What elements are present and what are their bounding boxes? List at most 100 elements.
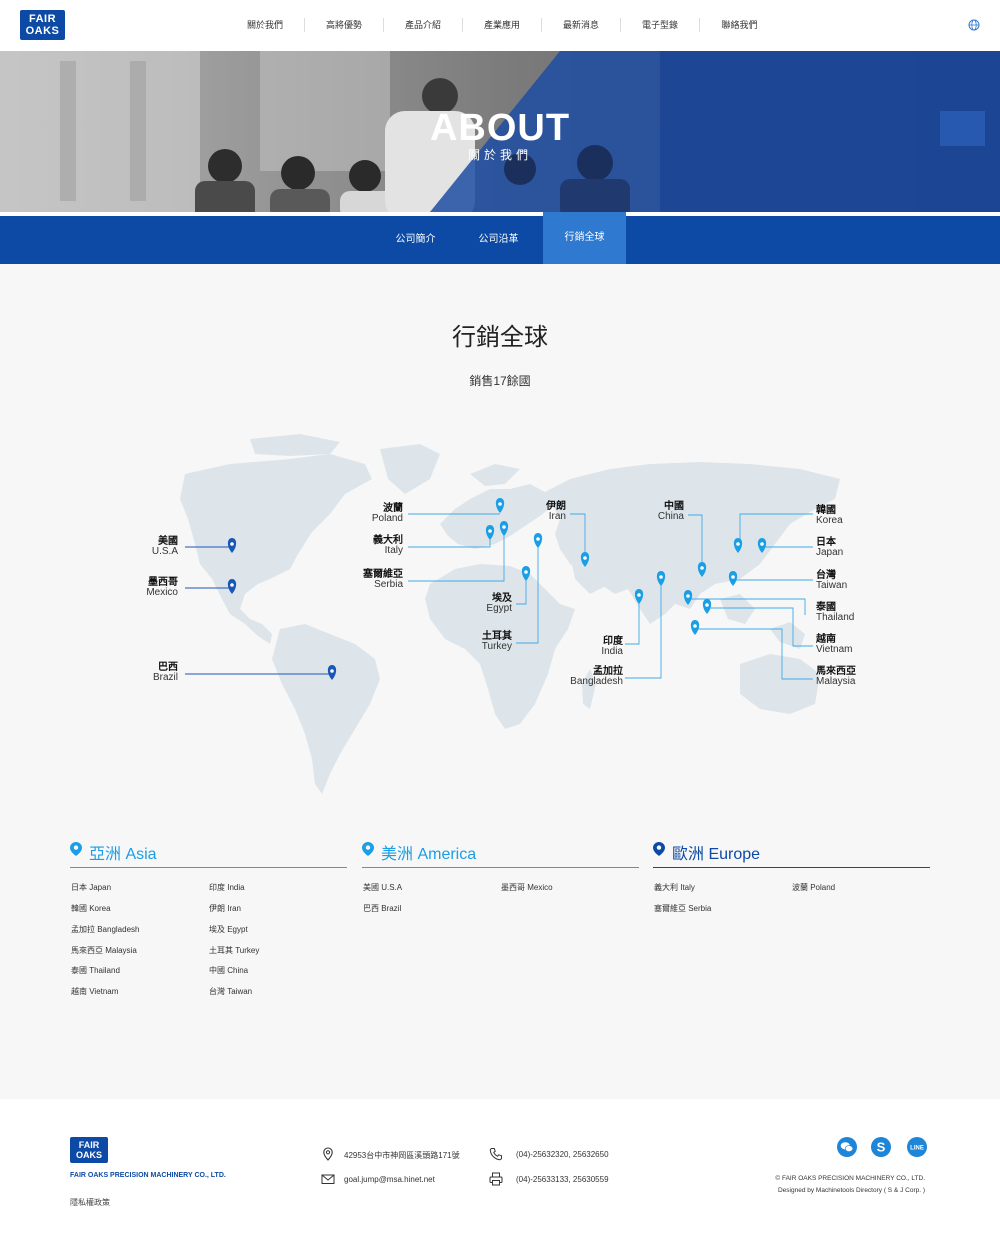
- map-pin-dot: [637, 593, 641, 597]
- nav-contact[interactable]: 聯絡我們: [721, 20, 758, 30]
- skype-icon[interactable]: S: [871, 1137, 891, 1157]
- map-pin-dot: [502, 525, 506, 529]
- section-subtitle: 銷售17餘國: [469, 374, 531, 388]
- designer-credit: Designed by Machinetools Directory ( S &…: [777, 1187, 925, 1194]
- footer-logo[interactable]: FAIR OAKS: [70, 1137, 108, 1163]
- location-pin-icon: [70, 842, 82, 856]
- location-pin-icon: [362, 842, 374, 856]
- map-pin-dot: [686, 594, 690, 598]
- continents: [180, 434, 840, 794]
- region-america: 美洲 America 美國 U.S.A 巴西 Brazil 墨西哥 Mexico: [362, 833, 639, 913]
- map-label-china: 中國 China: [657, 501, 684, 522]
- logo-text-top: FAIR: [28, 13, 57, 25]
- location-icon: [323, 1147, 333, 1161]
- footer-fax: (04)-25633133, 25630559: [516, 1175, 609, 1184]
- list-item: 印度 India: [209, 883, 245, 892]
- map-pin-dot: [659, 575, 663, 579]
- map-pin-dot: [760, 542, 764, 546]
- map-pin-dot: [524, 570, 528, 574]
- map-pin-dot: [731, 575, 735, 579]
- region-europe: 歐洲 Europe 義大利 Italy 塞爾維亞 Serbia 波蘭 Polan…: [653, 833, 930, 913]
- hero-banner: ABOUT 關於我們: [0, 51, 1000, 212]
- map-label-bangladesh: 孟加拉 Bangladesh: [570, 666, 623, 687]
- list-item: 中國 China: [209, 966, 249, 975]
- global-sales-section: 行銷全球 銷售17餘國: [0, 264, 1000, 1099]
- map-pin-dot: [330, 669, 334, 673]
- wechat-icon[interactable]: [837, 1137, 857, 1157]
- tab-company-profile[interactable]: 公司簡介: [395, 234, 436, 245]
- line-icon[interactable]: LINE: [907, 1137, 927, 1157]
- svg-text:S: S: [877, 1140, 886, 1155]
- globe-icon[interactable]: [968, 19, 980, 31]
- world-map: [180, 434, 840, 794]
- list-item: 韓國 Korea: [71, 904, 111, 913]
- nav-catalog[interactable]: 電子型錄: [621, 18, 700, 32]
- region-europe-header: 歐洲 Europe: [653, 833, 930, 868]
- nav-about[interactable]: 關於我們: [226, 18, 305, 32]
- region-america-title: 美洲 America: [381, 846, 477, 863]
- list-item: 日本 Japan: [71, 883, 112, 892]
- map-label-india: 印度 India: [601, 636, 623, 657]
- site-header: FAIR OAKS 關於我們 高將優勢 產品介紹 產業應用 最新消息 電子型錄 …: [0, 0, 1000, 51]
- svg-text:LINE: LINE: [910, 1146, 924, 1152]
- hero-title: ABOUT: [429, 107, 571, 149]
- map-pin-dot: [693, 624, 697, 628]
- nav-news[interactable]: 最新消息: [542, 18, 621, 32]
- nav-products[interactable]: 產品介紹: [384, 18, 463, 32]
- list-item: 波蘭 Poland: [792, 883, 836, 892]
- map-pin-dot: [700, 566, 704, 570]
- map-label-korea: 韓國 Korea: [816, 505, 843, 526]
- nav-advantages[interactable]: 高將優勢: [305, 18, 384, 32]
- list-item: 巴西 Brazil: [363, 904, 402, 913]
- map-pin-dot: [536, 537, 540, 541]
- connector-lines: [185, 513, 813, 680]
- sub-nav: 公司簡介 公司沿革 行銷全球: [0, 212, 1000, 264]
- map-label-taiwan: 台灣 Taiwan: [816, 570, 848, 591]
- site-footer: FAIR OAKS FAIR OAKS PRECISION MACHINERY …: [0, 1099, 1000, 1243]
- fax-icon: [489, 1172, 503, 1186]
- tab-global-sales[interactable]: 行銷全球: [543, 212, 626, 264]
- brand-logo[interactable]: FAIR OAKS: [20, 10, 65, 40]
- list-item: 孟加拉 Bangladesh: [71, 925, 140, 934]
- map-pin-dot: [230, 542, 234, 546]
- list-item: 義大利 Italy: [654, 883, 695, 892]
- map-pin-dot: [488, 529, 492, 533]
- footer-copyright: © FAIR OAKS PRECISION MACHINERY CO., LTD…: [775, 1173, 925, 1197]
- footer-logo-bottom: OAKS: [75, 1150, 102, 1160]
- nav-applications[interactable]: 產業應用: [463, 18, 542, 32]
- map-label-brazil: 巴西 Brazil: [152, 662, 178, 683]
- map-label-malaysia: 馬來西亞 Malaysia: [816, 666, 856, 687]
- map-label-vietnam: 越南 Vietnam: [816, 634, 853, 655]
- map-label-mexico: 墨西哥 Mexico: [146, 577, 178, 598]
- list-item: 馬來西亞 Malaysia: [71, 946, 137, 955]
- list-item: 越南 Vietnam: [71, 987, 119, 996]
- map-label-iran: 伊朗 Iran: [546, 501, 566, 522]
- map-label-usa: 美國 U.S.A: [151, 536, 178, 557]
- map-pins: [227, 498, 767, 680]
- section-title: 行銷全球: [452, 324, 548, 351]
- map-label-poland: 波蘭 Poland: [371, 503, 403, 524]
- main-nav: 關於我們 高將優勢 產品介紹 產業應用 最新消息 電子型錄 聯絡我們: [226, 18, 779, 32]
- map-pin-dot: [705, 603, 709, 607]
- map-pin-dot: [230, 583, 234, 587]
- map-label-italy: 義大利 Italy: [373, 535, 403, 556]
- region-asia-header: 亞洲 Asia: [70, 833, 347, 868]
- hero-photo: [0, 51, 1000, 212]
- privacy-policy-link[interactable]: 隱私權政策: [70, 1198, 110, 1207]
- map-pin-dot: [583, 556, 587, 560]
- region-europe-title: 歐洲 Europe: [672, 846, 761, 863]
- footer-email[interactable]: goal.jump@msa.hinet.net: [344, 1175, 435, 1184]
- map-label-thailand: 泰國 Thailand: [816, 602, 855, 623]
- region-asia-title: 亞洲 Asia: [89, 846, 157, 863]
- list-item: 泰國 Thailand: [71, 966, 120, 975]
- map-pin-dot: [498, 502, 502, 506]
- tab-company-history[interactable]: 公司沿革: [478, 234, 519, 245]
- phone-icon: [489, 1148, 502, 1161]
- hero-subtitle: 關於我們: [467, 148, 532, 162]
- location-pin-icon: [653, 842, 665, 856]
- footer-logo-top: FAIR: [78, 1140, 100, 1150]
- map-label-turkey: 土耳其 Turkey: [481, 631, 512, 652]
- list-item: 塞爾維亞 Serbia: [654, 904, 712, 913]
- region-asia: 亞洲 Asia 日本 Japan 韓國 Korea 孟加拉 Bangladesh…: [70, 833, 347, 996]
- logo-text-bottom: OAKS: [25, 25, 60, 37]
